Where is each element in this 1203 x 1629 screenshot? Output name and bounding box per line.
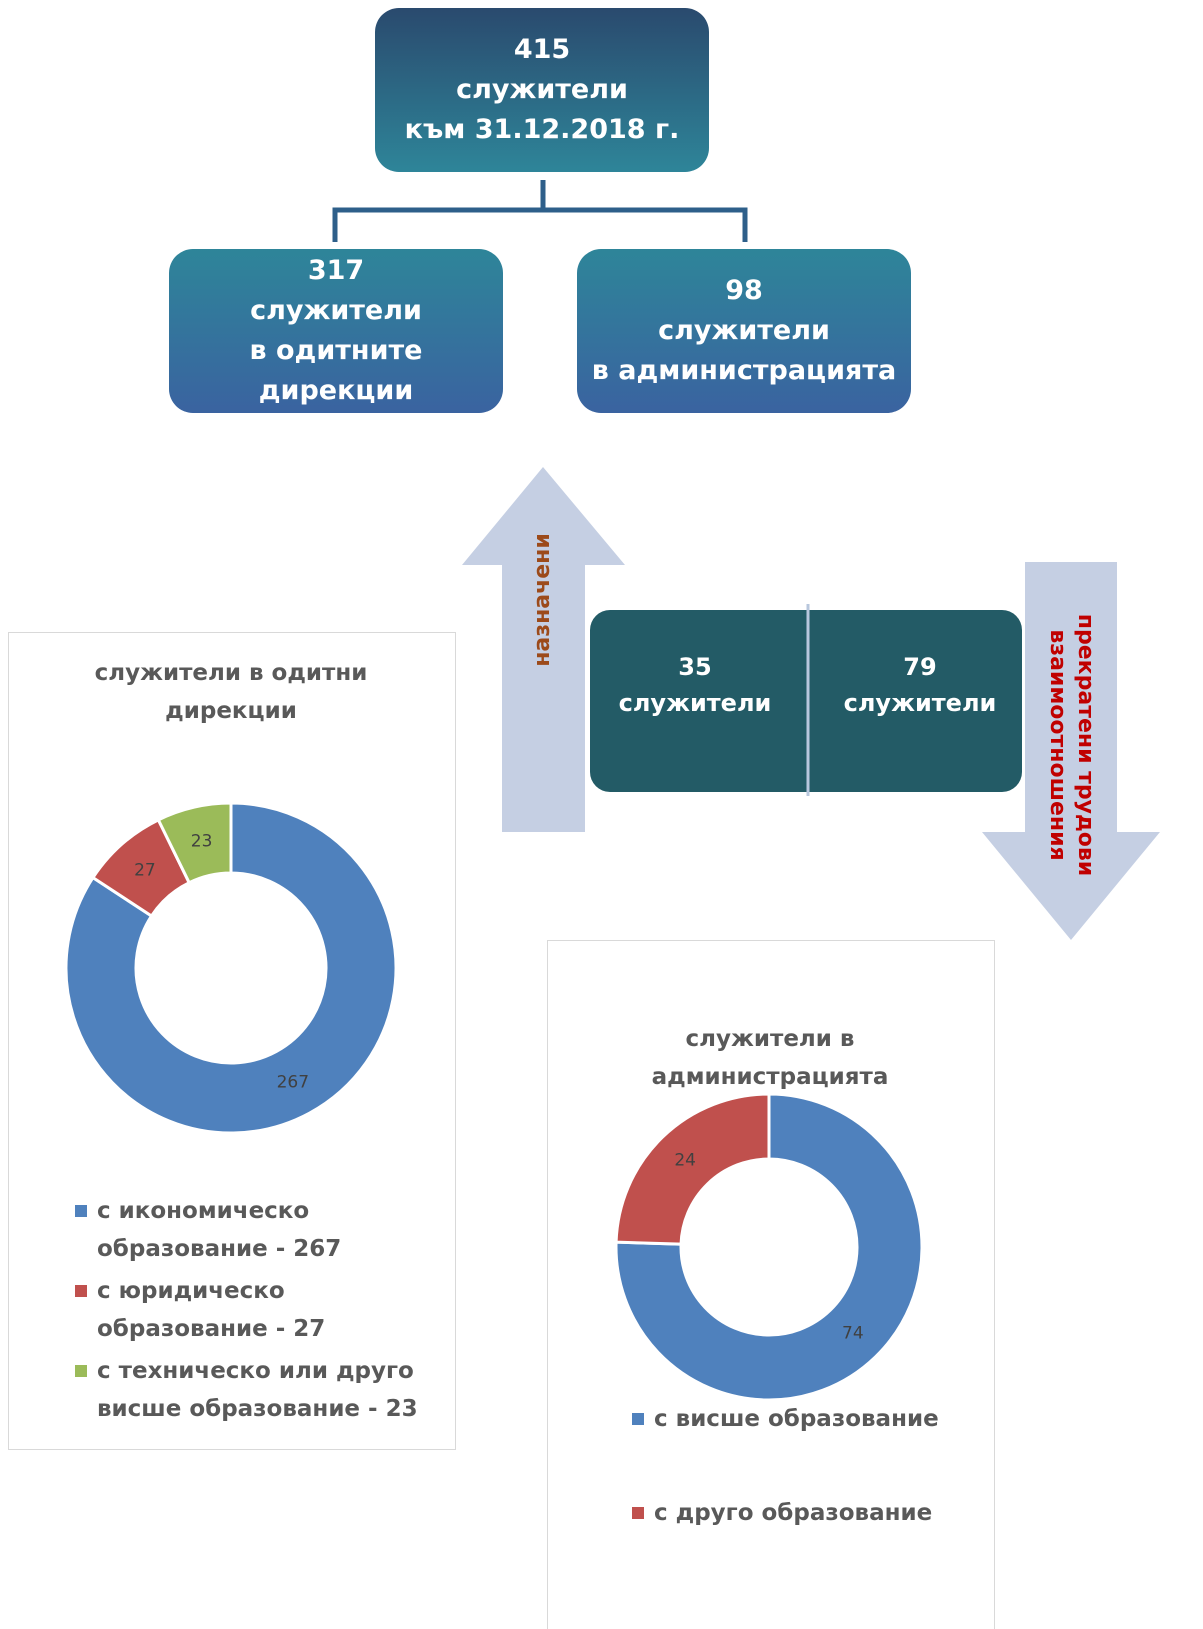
- title-line: служители в: [685, 1026, 855, 1052]
- data-label: 27: [134, 861, 156, 881]
- box-text: в администрацията: [591, 355, 897, 386]
- legend: с висше образование с друго образование: [632, 1400, 972, 1532]
- flow-number: 79: [903, 653, 937, 681]
- legend-item: с техническо или друго висше образование…: [75, 1352, 435, 1428]
- legend-label: с техническо или друго висше образование…: [97, 1358, 418, 1422]
- donut-segment: [64, 801, 398, 1135]
- legend-swatch: [632, 1413, 644, 1425]
- legend-label: с друго образование: [654, 1500, 933, 1526]
- box-text: в одитните: [249, 335, 423, 366]
- legend: с икономическо образование - 267 с юридич…: [75, 1192, 435, 1428]
- title-line: служители в одитни: [94, 660, 368, 686]
- flow-label: служители: [843, 689, 997, 717]
- flow-label: служители: [618, 689, 772, 717]
- arrow-down: [982, 562, 1160, 940]
- box-text: към 31.12.2018 г.: [404, 114, 680, 145]
- legend-item: с друго образование: [632, 1494, 972, 1532]
- total-box: 415 служители към 31.12.2018 г.: [375, 8, 709, 172]
- legend-item: с икономическо образование - 267: [75, 1192, 435, 1268]
- chart-title: служители в одитни дирекции: [8, 654, 454, 730]
- title-line: администрацията: [651, 1064, 889, 1090]
- chart-title: служители в администрацията: [547, 1020, 993, 1096]
- data-label: 23: [191, 831, 213, 851]
- legend-label: с юридическо образование - 27: [97, 1278, 326, 1342]
- title-line: дирекции: [165, 698, 297, 724]
- flow-box: [590, 610, 1022, 792]
- legend-swatch: [75, 1285, 87, 1297]
- label: прекратени трудови: [1073, 613, 1098, 877]
- data-label: 74: [842, 1324, 864, 1344]
- donut-segment: [614, 1092, 924, 1402]
- legend-label: с икономическо образование - 267: [97, 1198, 342, 1262]
- label: назначени: [530, 533, 555, 667]
- box-text: дирекции: [258, 375, 414, 406]
- admin-box: 98 служители в администрацията: [577, 249, 911, 413]
- box-text: 415: [513, 34, 571, 65]
- flow-text: 35 служители: [590, 640, 800, 730]
- legend-swatch: [75, 1205, 87, 1217]
- flow-number: 35: [678, 653, 712, 681]
- data-label: 24: [674, 1150, 696, 1170]
- audit-box: 317 служители в одитните дирекции: [169, 249, 503, 413]
- arrow-up-label: назначени: [523, 500, 563, 700]
- legend-swatch: [632, 1507, 644, 1519]
- label: взаимоотношения: [1045, 629, 1070, 861]
- legend-item: с висше образование: [632, 1400, 972, 1438]
- box-text: 98: [725, 275, 763, 306]
- connector: [332, 180, 748, 242]
- data-label: 267: [277, 1072, 309, 1092]
- flow-text: 79 служители: [815, 640, 1025, 730]
- box-text: 317: [307, 255, 365, 286]
- legend-label: с висше образование: [654, 1406, 939, 1432]
- arrow-up: [462, 467, 625, 832]
- legend-swatch: [75, 1365, 87, 1377]
- arrow-down-label: прекратени трудови взаимоотношения: [1041, 595, 1101, 895]
- legend-item: с юридическо образование - 27: [75, 1272, 435, 1348]
- box-text: служители: [658, 315, 830, 346]
- donut-segment: [614, 1092, 771, 1246]
- donut-segment: [156, 801, 233, 885]
- box-text: служители: [250, 295, 422, 326]
- box-text: служители: [456, 74, 628, 105]
